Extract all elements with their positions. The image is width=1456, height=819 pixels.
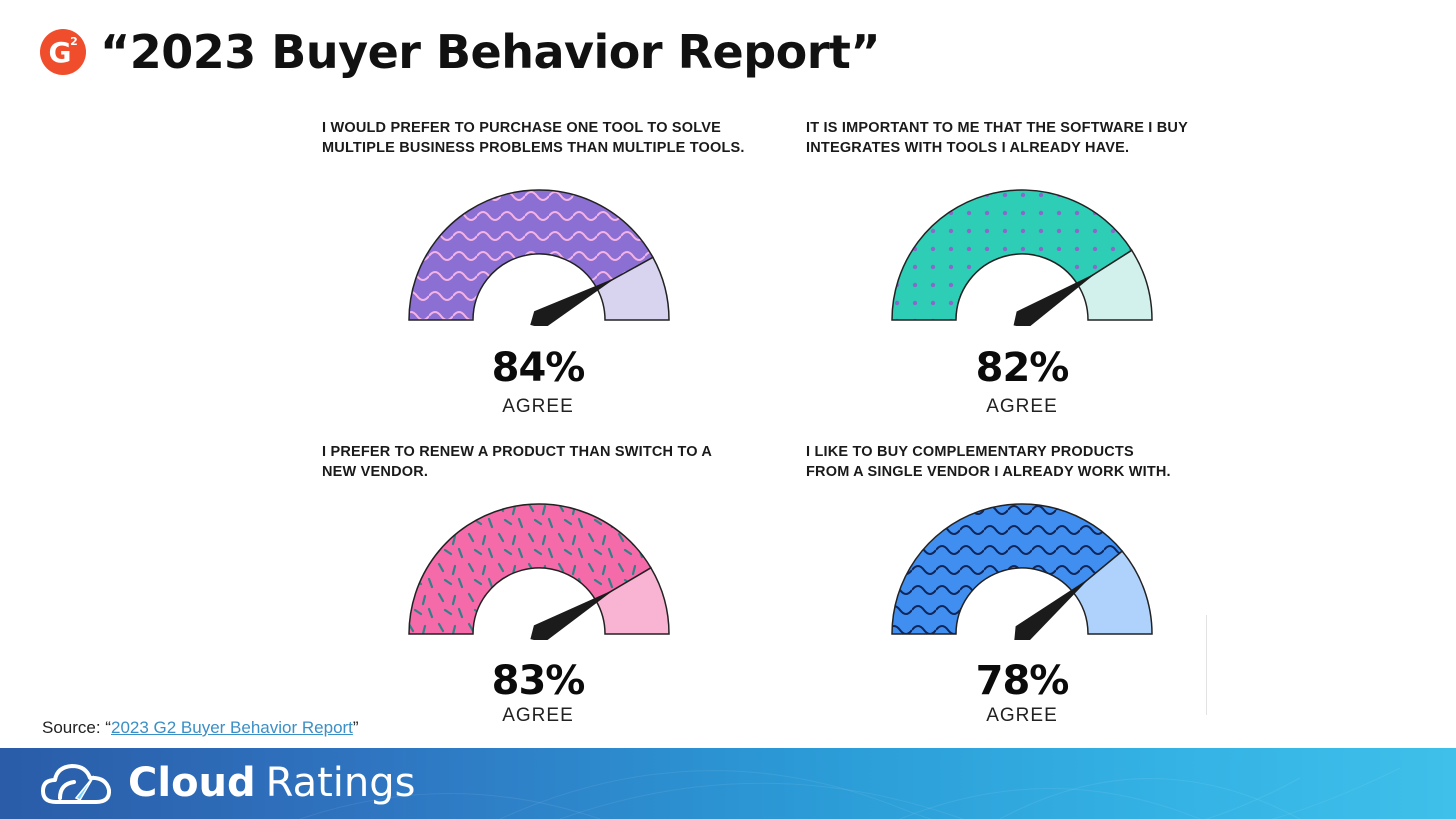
g2-logo-icon: G 2 — [40, 29, 86, 75]
footer-banner: Cloud Ratings — [0, 748, 1456, 819]
gauge-agree-label: AGREE — [986, 705, 1058, 726]
gauge-needle — [1014, 577, 1091, 640]
gauge-filled-arc — [891, 503, 1124, 635]
source-prefix: Source: “ — [42, 718, 111, 737]
gauge-remaining-arc — [1071, 550, 1153, 635]
source-line: Source: “2023 G2 Buyer Behavior Report” — [42, 718, 359, 738]
gauge-percent: 83% — [491, 658, 586, 704]
gauge-remaining-arc — [595, 256, 670, 321]
g2-logo-sup: 2 — [70, 35, 78, 48]
cloud-gauge-icon — [41, 764, 112, 804]
gauge-needle — [530, 589, 616, 640]
gauge-question: I PREFER TO RENEW A PRODUCT THAN SWITCH … — [322, 444, 713, 480]
brand-name-light: Ratings — [265, 760, 416, 806]
source-link[interactable]: 2023 G2 Buyer Behavior Report — [110, 718, 353, 737]
source-suffix: ” — [352, 718, 359, 737]
brand: Cloud Ratings — [40, 758, 415, 808]
gauge-question: IT IS IMPORTANT TO ME THAT THE SOFTWARE … — [806, 120, 1188, 156]
gauge-percent: 78% — [975, 658, 1070, 704]
gauge-needle — [530, 277, 617, 326]
page-title: “2023 Buyer Behavior Report” — [100, 25, 881, 79]
brand-name-bold: Cloud — [128, 760, 256, 806]
gauge-needle — [1013, 272, 1097, 326]
gauge-chart — [891, 503, 1153, 640]
gauge-agree-label: AGREE — [502, 396, 574, 417]
gauge-question: I LIKE TO BUY COMPLEMENTARY PRODUCTS FRO… — [806, 444, 1171, 480]
gauge-filled-arc — [891, 189, 1133, 321]
header: G 2 “2023 Buyer Behavior Report” — [40, 22, 881, 82]
gauge-agree-label: AGREE — [986, 396, 1058, 417]
gauge-filled-arc — [408, 503, 652, 635]
divider — [1206, 615, 1207, 715]
gauge-remaining-arc — [594, 566, 670, 635]
g2-logo-letter: G — [49, 36, 72, 69]
gauge-percent: 82% — [975, 345, 1070, 391]
gauge-filled-arc — [408, 189, 654, 321]
gauge-chart — [408, 189, 670, 326]
gauge-question: I WOULD PREFER TO PURCHASE ONE TOOL TO S… — [322, 120, 745, 156]
gauge-chart — [408, 503, 670, 640]
gauge-percent: 84% — [491, 345, 586, 391]
gauge-chart — [891, 189, 1153, 326]
gauge-agree-label: AGREE — [502, 705, 574, 726]
gauge-remaining-arc — [1076, 249, 1153, 321]
footer-texture — [299, 767, 1401, 819]
